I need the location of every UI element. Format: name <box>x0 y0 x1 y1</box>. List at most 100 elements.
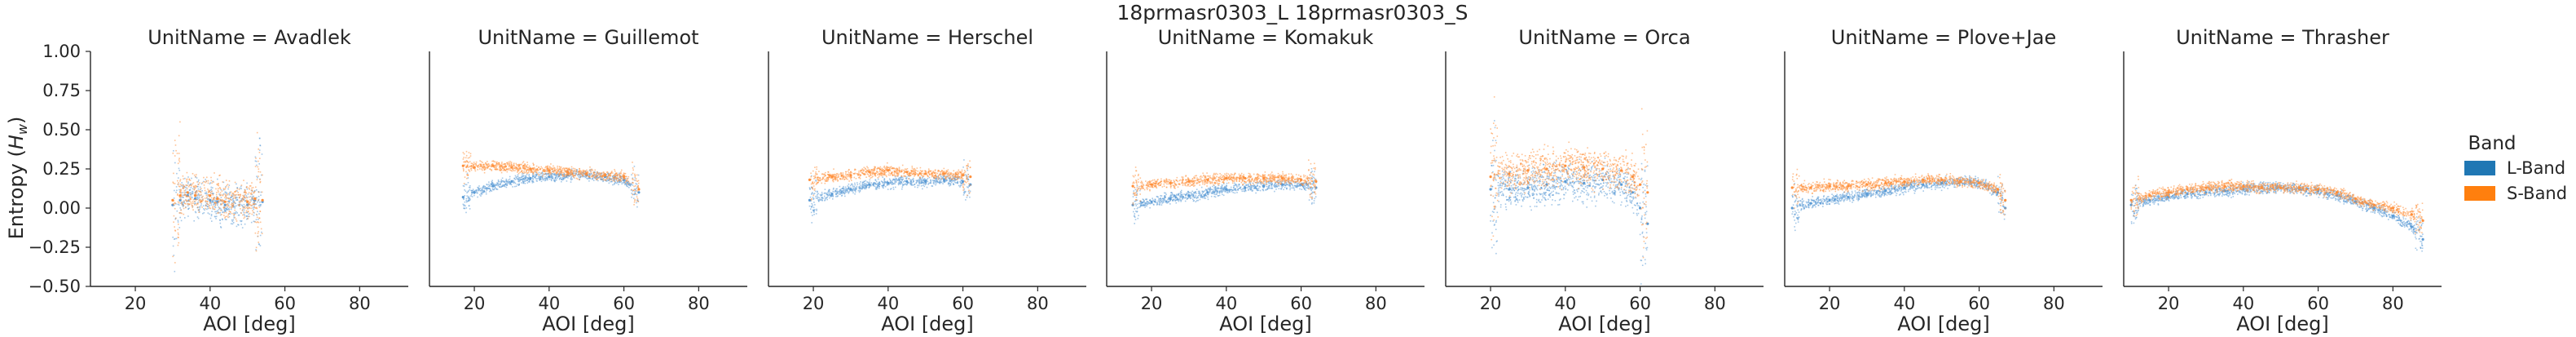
data-point-s-band <box>1601 167 1605 171</box>
facet-panel: UnitName = Plove+Jae 20 40 60 80 AOI [deg] <box>1784 26 2103 335</box>
data-point-s-band <box>1940 178 1944 181</box>
data-point-l-band <box>1169 197 1172 201</box>
x-tick-label: 80 <box>2043 294 2065 313</box>
x-axis-label: AOI [deg] <box>203 313 296 335</box>
y-tick-label: 0.00 <box>42 198 81 218</box>
data-point-l-band <box>924 180 927 183</box>
scatter-cloud-s-band <box>462 150 640 206</box>
facet-panel: UnitName = Herschel 20 40 60 80 AOI [deg] <box>768 26 1086 335</box>
data-point-s-band <box>1865 183 1869 186</box>
data-point-s-band <box>1545 167 1548 171</box>
data-point-l-band <box>2421 237 2424 241</box>
x-tick-label: 40 <box>1893 294 1915 313</box>
data-point-l-band <box>1865 193 1869 196</box>
data-point-s-band <box>1639 183 1642 186</box>
data-point-l-band <box>1225 188 1228 191</box>
data-point-s-band <box>2204 186 2208 189</box>
y-axis-label-subscript: w <box>15 123 30 135</box>
data-point-s-band <box>566 171 570 174</box>
data-point-l-band <box>1489 188 1492 191</box>
data-point-l-band <box>1526 186 1530 189</box>
data-point-s-band <box>510 166 513 169</box>
data-point-s-band <box>830 175 834 179</box>
x-tick-label: 80 <box>1704 294 1726 313</box>
data-point-l-band <box>905 180 909 183</box>
data-point-s-band <box>1996 188 2000 191</box>
x-tick-label: 80 <box>1365 294 1387 313</box>
data-point-s-band <box>261 198 264 202</box>
legend-label: L-Band <box>2507 158 2565 178</box>
panel-title: UnitName = Guillemot <box>478 26 698 49</box>
data-point-s-band <box>1978 181 1981 184</box>
data-point-s-band <box>2298 186 2301 189</box>
y-axis-label-symbol: H <box>5 135 28 149</box>
data-point-s-band <box>548 169 551 172</box>
data-point-s-band <box>868 171 871 174</box>
data-point-s-band <box>1646 191 1649 194</box>
data-point-s-band <box>1131 184 1134 188</box>
data-point-l-band <box>2372 206 2376 210</box>
x-tick-label: 20 <box>803 294 825 313</box>
scatter-cloud-s-band <box>810 160 971 201</box>
data-point-s-band <box>943 172 946 175</box>
x-tick-label: 60 <box>1290 294 1312 313</box>
x-axis-label: AOI [deg] <box>2236 313 2329 335</box>
data-point-l-band <box>473 191 476 194</box>
data-point-s-band <box>529 167 532 171</box>
data-point-s-band <box>2391 206 2394 210</box>
x-tick-label: 20 <box>125 294 147 313</box>
data-point-l-band <box>1646 222 1649 225</box>
data-point-s-band <box>473 166 476 169</box>
data-point-s-band <box>924 172 927 175</box>
x-tick-label: 40 <box>1215 294 1237 313</box>
data-point-s-band <box>585 172 588 175</box>
data-point-l-band <box>887 181 890 184</box>
x-tick-label: 80 <box>349 294 371 313</box>
data-point-s-band <box>1526 169 1530 172</box>
x-tick-label: 60 <box>274 294 296 313</box>
data-point-l-band <box>1620 183 1623 186</box>
y-tick-label: 0.50 <box>42 120 81 140</box>
data-point-l-band <box>637 191 641 194</box>
x-tick-label: 40 <box>2232 294 2254 313</box>
data-point-l-band <box>1244 186 1247 189</box>
data-point-l-band <box>2410 225 2413 228</box>
x-tick-label: 80 <box>1027 294 1049 313</box>
data-point-s-band <box>2335 191 2339 194</box>
data-point-s-band <box>1489 175 1492 179</box>
data-point-s-band <box>1225 176 1228 180</box>
data-point-s-band <box>216 197 219 201</box>
x-tick-label: 80 <box>2382 294 2404 313</box>
y-tick-label: 0.75 <box>42 81 81 100</box>
data-point-l-band <box>2391 215 2394 218</box>
data-point-l-band <box>1828 198 1831 202</box>
data-point-s-band <box>461 164 465 167</box>
data-point-s-band <box>2421 219 2424 222</box>
data-point-s-band <box>2148 194 2151 197</box>
data-point-s-band <box>1631 175 1634 179</box>
x-tick-label: 20 <box>464 294 486 313</box>
data-point-s-band <box>1262 176 1266 180</box>
data-point-s-band <box>2242 184 2245 188</box>
facet-panel: UnitName = Thrasher 20 40 60 80 AOI [deg] <box>2123 26 2442 335</box>
panel-title: UnitName = Komakuk <box>1158 26 1374 49</box>
data-point-s-band <box>637 188 641 191</box>
data-point-s-band <box>2372 203 2376 206</box>
data-point-s-band <box>2354 197 2358 201</box>
facet-panels: UnitName = Avadlek 20 40 60 80 AOI [deg] 1.00 0… <box>29 26 2442 335</box>
legend-title: Band <box>2468 133 2516 154</box>
x-axis-label: AOI [deg] <box>542 313 635 335</box>
data-point-s-band <box>223 200 227 203</box>
data-point-l-band <box>529 176 532 180</box>
data-point-s-band <box>905 171 909 174</box>
data-point-s-band <box>1828 184 1831 188</box>
data-point-s-band <box>209 194 212 197</box>
facet-panel: UnitName = Avadlek 20 40 60 80 AOI [deg] 1.00 0… <box>29 26 408 335</box>
x-tick-label: 80 <box>688 294 710 313</box>
panel-title: UnitName = Herschel <box>821 26 1033 49</box>
data-point-s-band <box>1150 183 1153 186</box>
data-point-s-band <box>2186 188 2189 191</box>
data-point-s-band <box>491 164 495 167</box>
data-point-s-band <box>1206 178 1209 181</box>
